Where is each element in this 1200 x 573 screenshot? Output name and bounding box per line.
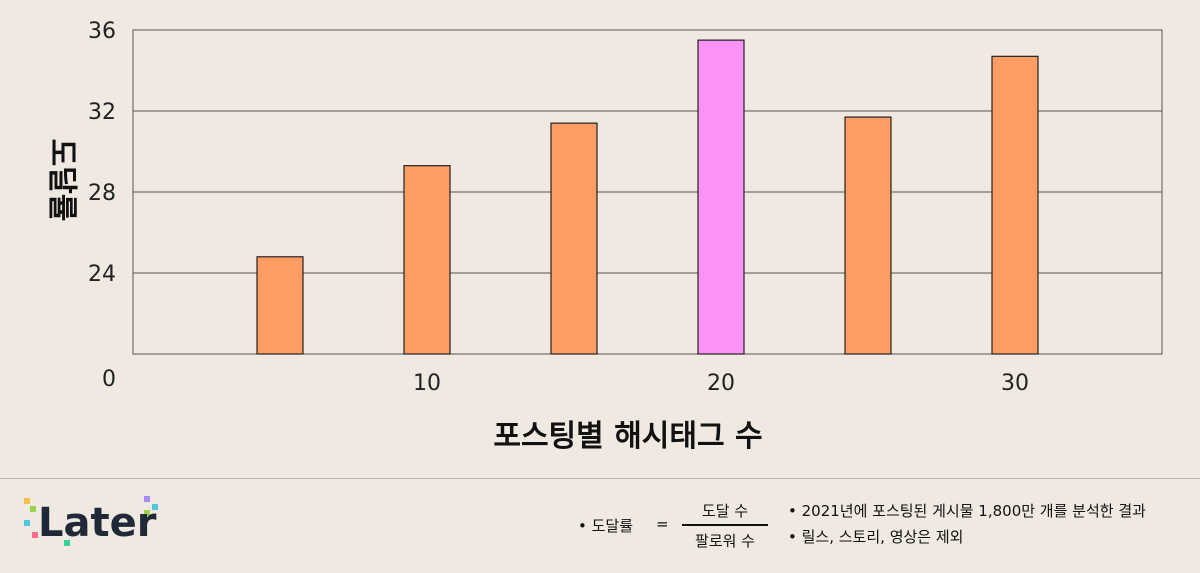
- bar: [991, 55, 1039, 355]
- hashtag-reach-chart: 24 28 32 36 0 10 20 30 도달률 포스팅별 해시태그 수: [44, 19, 1163, 454]
- y-tick-label: 28: [88, 181, 116, 206]
- formula-equals: =: [656, 515, 669, 533]
- y-tick-labels: 24 28 32 36 0: [88, 19, 116, 392]
- reach-formula: • 도달률 = 도달 수 팔로워 수: [578, 496, 778, 556]
- x-tick-label: 10: [413, 371, 441, 396]
- y-tick-label: 36: [88, 19, 116, 44]
- footnote-2: • 릴스, 스토리, 영상은 제외: [788, 528, 964, 546]
- bars: [256, 39, 1039, 355]
- logo-wordmark: Later: [38, 500, 157, 546]
- bar: [844, 116, 892, 355]
- y-tick-label: 32: [88, 100, 116, 125]
- formula-numerator: 도달 수: [701, 502, 749, 520]
- bar: [403, 165, 451, 355]
- footnote-1: • 2021년에 포스팅된 게시물 1,800만 개를 분석한 결과: [788, 502, 1146, 520]
- formula-fraction-bar: [682, 524, 768, 526]
- bar: [256, 256, 304, 355]
- footer-divider: [0, 478, 1200, 479]
- baseline-label: 0: [102, 367, 116, 392]
- y-axis-label: 도달률: [44, 139, 79, 222]
- x-axis-label: 포스팅별 해시태그 수: [493, 419, 762, 454]
- x-tick-label: 30: [1001, 371, 1029, 396]
- bar: [697, 39, 745, 355]
- y-tick-label: 24: [88, 262, 116, 287]
- footnotes: • 2021년에 포스팅된 게시물 1,800만 개를 분석한 결과 • 릴스,…: [788, 498, 1193, 550]
- x-tick-label: 20: [707, 371, 735, 396]
- formula-denominator: 팔로워 수: [695, 532, 755, 550]
- later-logo: Later: [24, 496, 174, 556]
- formula-lhs: • 도달률: [578, 517, 634, 535]
- gridlines: [132, 29, 1163, 355]
- x-tick-labels: 10 20 30: [413, 371, 1029, 396]
- bar: [550, 122, 598, 355]
